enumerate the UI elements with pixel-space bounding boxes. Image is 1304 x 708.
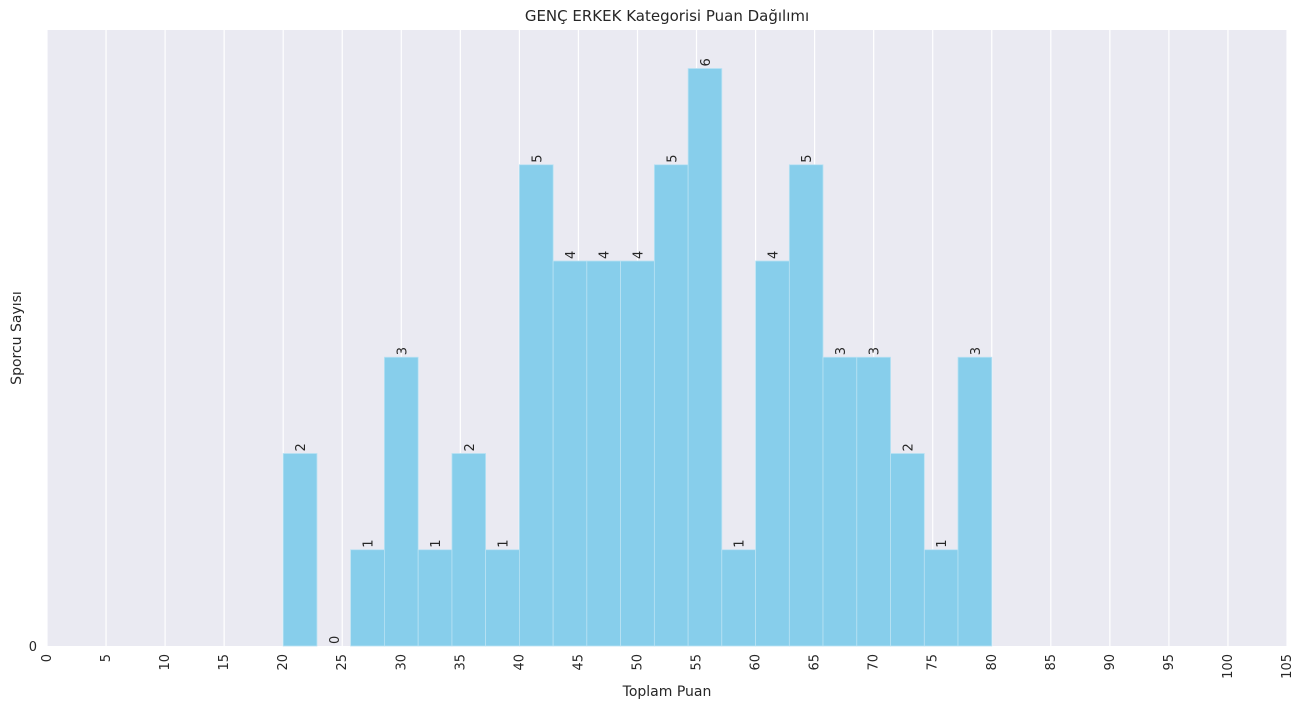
x-tick-label: 45	[571, 654, 586, 671]
x-tick-label: 80	[985, 654, 1000, 671]
bar	[451, 453, 487, 647]
bar-value-label: 3	[969, 347, 984, 355]
bar	[957, 356, 993, 647]
bar-value-label: 3	[395, 347, 410, 355]
x-tick-label: 25	[335, 654, 350, 671]
x-tick-label: 15	[217, 654, 232, 671]
bar	[586, 260, 621, 647]
bar-value-label: 5	[665, 154, 680, 162]
bar	[552, 260, 588, 647]
x-tick-label: 35	[453, 654, 468, 671]
y-tick-label: 0	[29, 640, 37, 655]
bar	[282, 453, 318, 647]
bars	[282, 68, 993, 647]
x-tick-label: 95	[1162, 654, 1177, 671]
x-tick-labels: 0 5 10 15 20 25 30 35 40 45 50 55 60 65 70 75 80 85 90 95 10…	[40, 654, 1295, 679]
x-tick-label: 105	[1280, 654, 1295, 679]
bar-value-label: 5	[800, 154, 815, 162]
bar	[687, 68, 723, 647]
y-tick-labels: 0	[29, 640, 37, 655]
bar	[788, 164, 824, 647]
x-tick-label: 60	[749, 654, 764, 671]
bar	[822, 356, 858, 647]
bar-value-label: 5	[530, 154, 545, 162]
bar-value-label: 2	[294, 443, 309, 451]
x-tick-label: 40	[512, 654, 527, 671]
bar-value-label: 3	[834, 347, 849, 355]
bar-value-label: 2	[901, 443, 916, 451]
bar-value-label: 1	[733, 539, 748, 547]
bar	[856, 356, 891, 647]
bar-value-label: 1	[496, 539, 511, 547]
x-tick-label: 30	[394, 654, 409, 671]
x-tick-label: 20	[276, 654, 291, 671]
x-tick-label: 90	[1103, 654, 1118, 671]
bar-value-label: 0	[328, 636, 343, 644]
x-tick-label: 55	[690, 654, 705, 671]
bar-value-label: 4	[598, 251, 613, 259]
bar-value-label: 2	[463, 443, 478, 451]
bar-value-label: 4	[631, 251, 646, 259]
x-tick-label: 50	[630, 654, 645, 671]
bar-labels: 2 0 1 3 1 2 1 5 4 4 4 5 6 1 4 5 3 3 2 1 3	[294, 58, 984, 644]
bar	[620, 260, 655, 647]
bar-value-label: 6	[699, 58, 714, 66]
bar	[653, 164, 689, 647]
bar	[485, 549, 520, 647]
x-axis-label: Toplam Puan	[622, 684, 712, 700]
bar	[383, 356, 419, 647]
x-tick-label: 5	[99, 654, 114, 662]
bar	[518, 164, 554, 647]
x-tick-label: 100	[1221, 654, 1236, 679]
x-tick-label: 0	[40, 654, 55, 662]
bar-value-label: 1	[362, 539, 377, 547]
x-tick-label: 85	[1044, 654, 1059, 671]
bar-value-label: 3	[868, 347, 883, 355]
x-tick-label: 10	[158, 654, 173, 671]
x-tick-label: 65	[808, 654, 823, 671]
x-tick-label: 70	[867, 654, 882, 671]
bar	[721, 549, 756, 647]
bar	[350, 549, 385, 647]
x-tick-label: 75	[926, 654, 941, 671]
y-axis-label: Sporcu Sayısı	[9, 291, 25, 385]
chart-title: GENÇ ERKEK Kategorisi Puan Dağılımı	[525, 7, 809, 25]
bar	[923, 549, 959, 647]
bar-value-label: 1	[935, 539, 950, 547]
bar	[755, 260, 790, 647]
bar-value-label: 1	[429, 539, 444, 547]
bar-value-label: 4	[564, 251, 579, 259]
bar	[417, 549, 453, 647]
bar	[890, 453, 925, 647]
bar-value-label: 4	[766, 251, 781, 259]
